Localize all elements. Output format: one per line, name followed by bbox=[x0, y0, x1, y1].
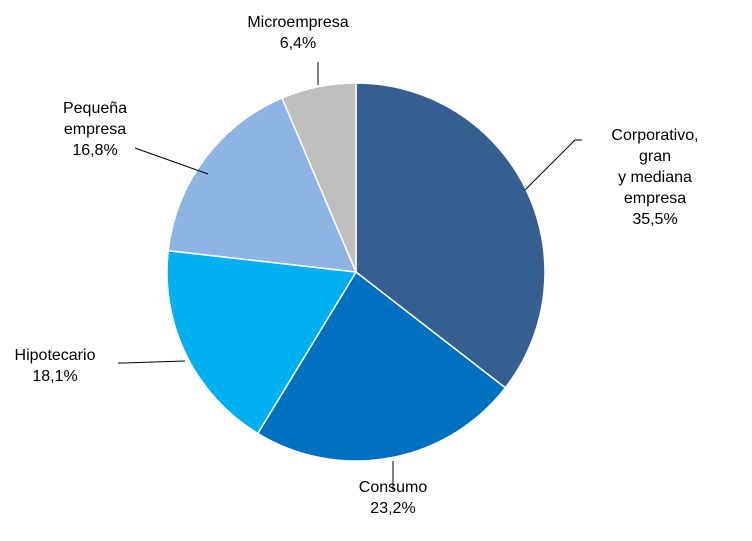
leader-line bbox=[524, 139, 582, 191]
value-label: 6,4% bbox=[279, 35, 317, 52]
category-label: Pequeña empresa bbox=[62, 100, 128, 138]
pie-slice bbox=[166, 249, 358, 435]
slice-label: Pequeña empresa 16,8% bbox=[63, 98, 127, 161]
slice-label: Hipotecario 18,1% bbox=[15, 345, 96, 387]
category-label: Microempresa bbox=[247, 14, 349, 31]
slice-label: Consumo 23,2% bbox=[359, 477, 427, 519]
slice-label: Microempresa 6,4% bbox=[247, 12, 348, 54]
value-label: 18,1% bbox=[32, 368, 78, 385]
category-label: Consumo bbox=[358, 479, 428, 496]
value-label: 35,5% bbox=[632, 211, 678, 228]
value-label: 16,8% bbox=[72, 142, 118, 159]
leader-line bbox=[118, 360, 186, 364]
category-label: Corporativo, gran y mediana empresa bbox=[611, 127, 699, 207]
pie-slice bbox=[256, 270, 507, 462]
leader-line bbox=[134, 147, 209, 175]
category-label: Hipotecario bbox=[14, 347, 96, 364]
pie-slice bbox=[281, 82, 357, 273]
slice-label: Corporativo, gran y mediana empresa 35,5% bbox=[607, 125, 704, 230]
value-label: 23,2% bbox=[370, 500, 416, 517]
pie-slice bbox=[167, 97, 358, 273]
